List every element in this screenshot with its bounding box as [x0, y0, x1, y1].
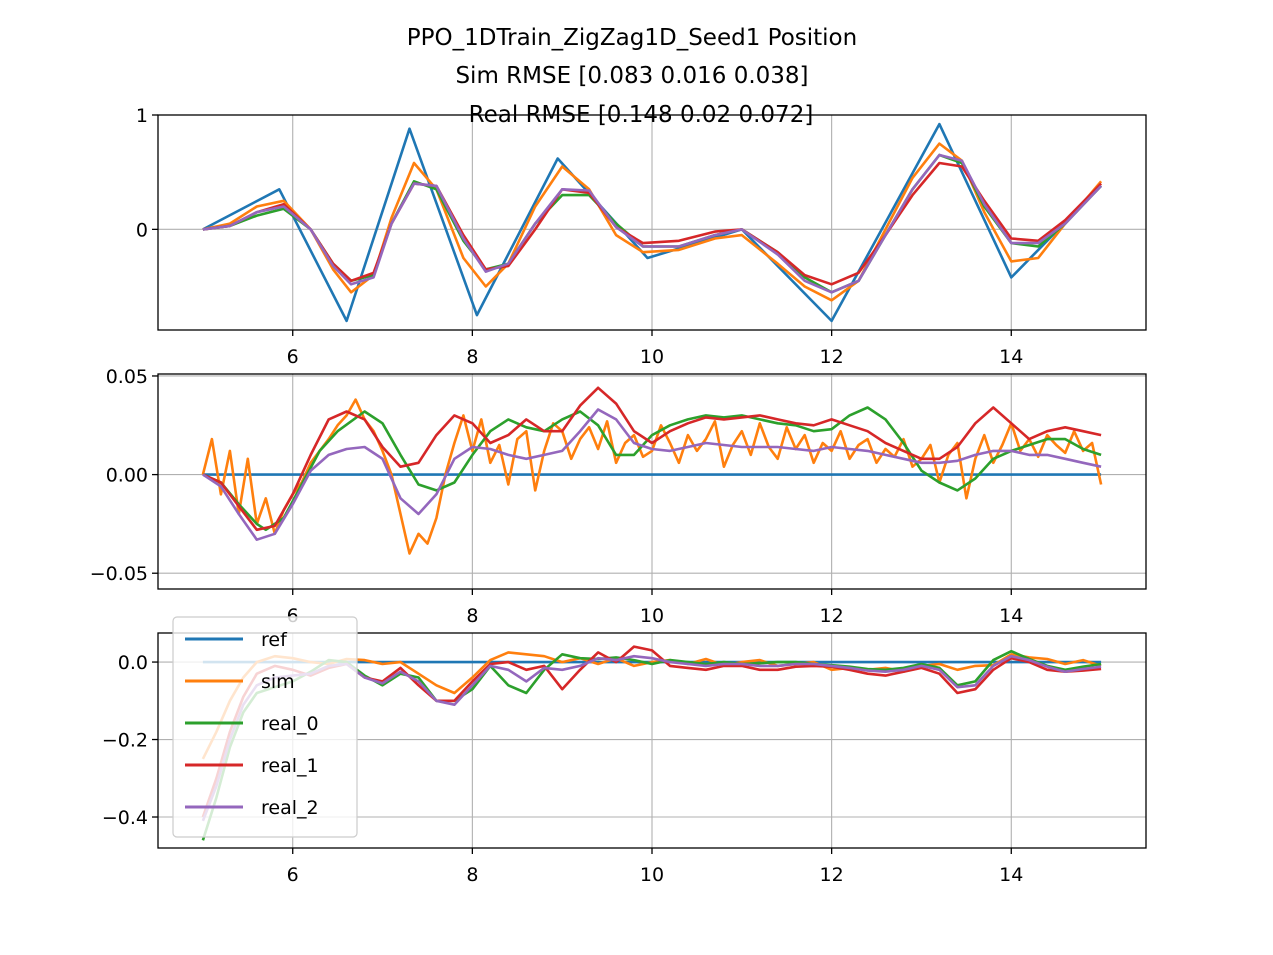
- legend-label-real_2: real_2: [261, 797, 319, 819]
- y-tick-label: 0.05: [106, 366, 148, 388]
- y-tick-label: 1: [136, 105, 148, 127]
- series-line-real_2: [202, 408, 1102, 542]
- y-tick-label: −0.4: [102, 807, 148, 829]
- series-line-real_1: [202, 386, 1102, 532]
- x-tick-label: 8: [466, 346, 478, 368]
- legend-label-real_0: real_0: [261, 713, 319, 735]
- y-tick-label: 0.00: [106, 465, 148, 487]
- x-tick-label: 14: [999, 605, 1023, 627]
- axes-1: 6 8 10 12 14 0 1: [136, 105, 1147, 368]
- y-tick-label: −0.05: [90, 563, 148, 585]
- legend-label-sim: sim: [261, 671, 295, 693]
- series-line-real_2: [202, 153, 1103, 294]
- x-tick-label: 8: [466, 605, 478, 627]
- title-line-2: Sim RMSE [0.083 0.016 0.038]: [455, 63, 808, 89]
- legend-frame: [172, 616, 358, 838]
- title-line-3: Real RMSE [0.148 0.02 0.072]: [469, 102, 814, 128]
- x-tick-label: 14: [999, 864, 1023, 886]
- legend-label-ref: ref: [261, 629, 288, 651]
- x-tick-label: 12: [820, 346, 844, 368]
- series-line-sim: [202, 142, 1103, 302]
- series-line-real_0: [202, 406, 1102, 532]
- y-tick-label: 0.0: [118, 652, 148, 674]
- axes-2: 6 8 10 12 14−0.050.000.05: [90, 366, 1147, 627]
- x-tick-label: 10: [640, 864, 664, 886]
- x-tick-label: 10: [640, 346, 664, 368]
- y-tick-label: 0: [136, 219, 148, 241]
- x-tick-label: 12: [820, 864, 844, 886]
- title-line-1: PPO_1DTrain_ZigZag1D_Seed1 Position: [407, 25, 857, 51]
- x-tick-label: 6: [287, 864, 299, 886]
- x-tick-label: 14: [999, 346, 1023, 368]
- series-group: [202, 122, 1103, 323]
- legend: ref sim real_0 real_1 real_2: [172, 616, 358, 838]
- legend-label-real_1: real_1: [261, 755, 319, 777]
- series-group: [201, 386, 1103, 555]
- x-tick-label: 10: [640, 605, 664, 627]
- x-tick-label: 12: [820, 605, 844, 627]
- y-tick-label: −0.2: [102, 730, 148, 752]
- x-tick-label: 8: [466, 864, 478, 886]
- x-tick-label: 6: [287, 346, 299, 368]
